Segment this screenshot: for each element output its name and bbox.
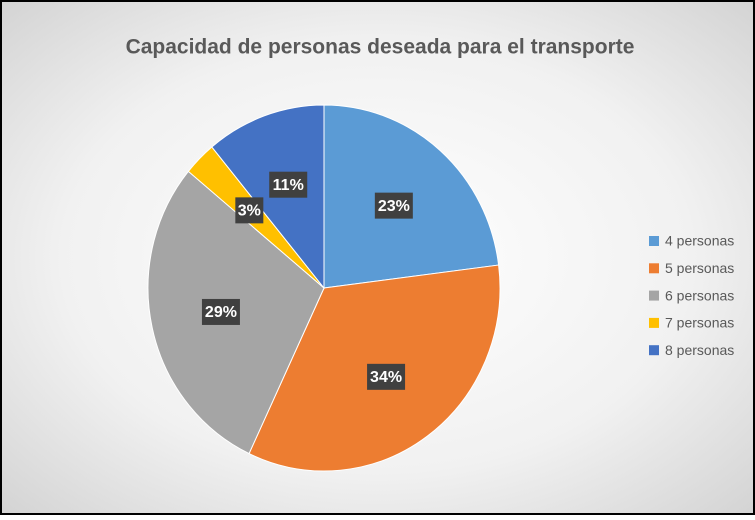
legend: 4 personas 5 personas 6 personas 7 personas… (649, 233, 734, 358)
legend-marker (649, 317, 659, 328)
data-label: 11% (273, 177, 304, 194)
data-label-box (235, 197, 264, 224)
data-labels: 23% 34% 29% 3% 11% (201, 171, 413, 390)
legend-marker (649, 263, 659, 274)
data-label-box (374, 192, 413, 219)
data-label: 29% (205, 304, 237, 321)
legend-label: 4 personas (665, 233, 734, 249)
pie (147, 104, 501, 472)
data-label: 34% (370, 369, 402, 386)
chart-title: Capacidad de personas deseada para el tr… (126, 36, 635, 59)
legend-label: 8 personas (665, 342, 734, 358)
pie-slice (211, 104, 325, 290)
legend-label: 5 personas (665, 260, 734, 276)
data-label: 23% (378, 198, 410, 215)
data-label-box (367, 363, 406, 390)
legend-label: 7 personas (665, 315, 734, 331)
legend-marker (649, 290, 659, 301)
data-label: 3% (238, 203, 261, 220)
legend-marker (649, 345, 659, 356)
legend-label: 6 personas (665, 287, 734, 303)
legend-marker (649, 236, 659, 246)
data-label-box (201, 298, 240, 325)
data-label-box (269, 171, 308, 198)
